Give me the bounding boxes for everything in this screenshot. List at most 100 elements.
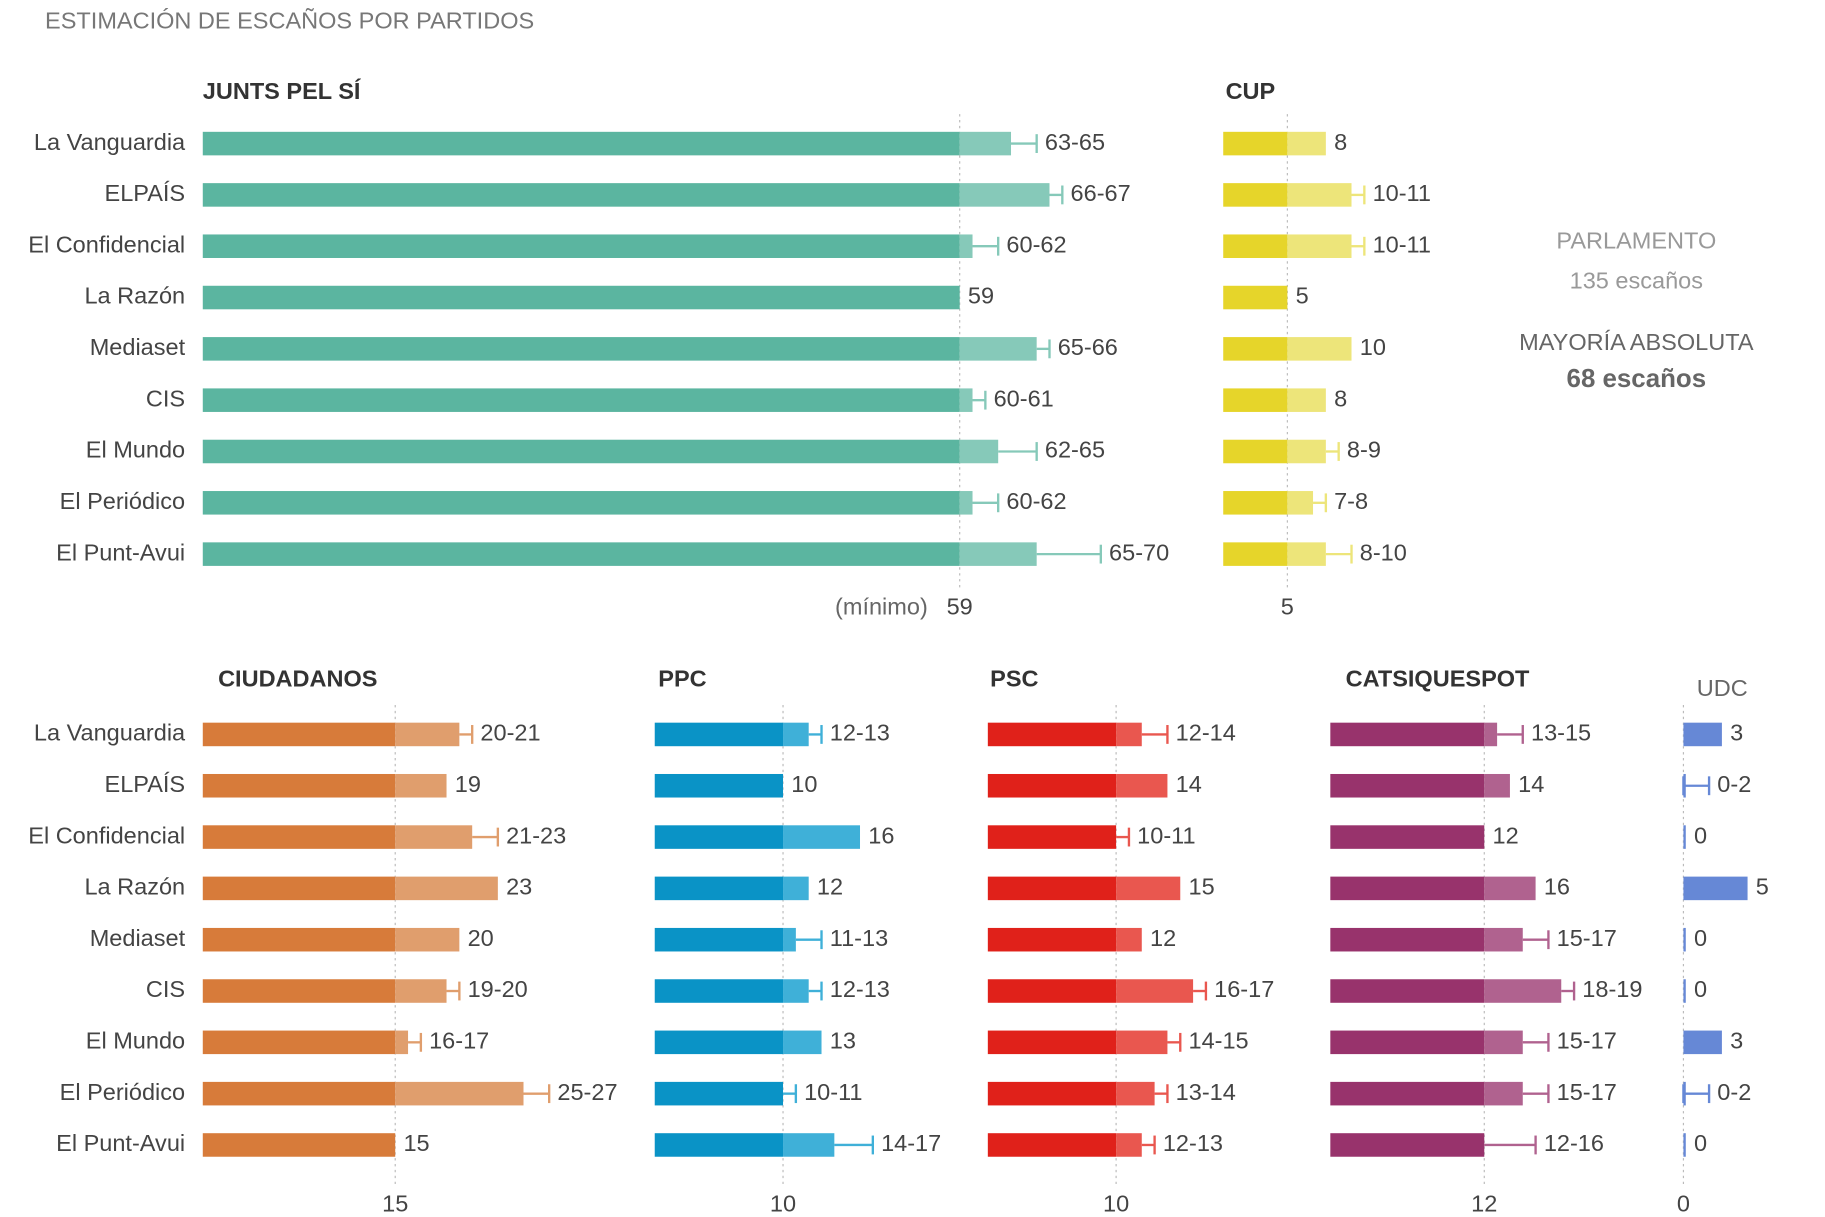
value-label: 7-8 [1334,488,1368,514]
category-label: El Mundo [86,437,185,463]
bar [1484,876,1536,901]
bar-minimum [654,1081,784,1106]
bar [959,234,973,258]
bar-minimum [1330,927,1485,952]
bar-minimum [202,979,396,1003]
bar [959,131,1012,156]
bar [959,183,1050,207]
bar-minimum [1223,285,1288,310]
bar [783,927,796,952]
value-label: 66-67 [1071,180,1131,206]
bar-minimum [987,1081,1117,1106]
bar [1116,927,1142,952]
value-label: 60-62 [1006,231,1066,257]
panel-title: UDC [1697,675,1748,701]
bar-minimum [987,825,1117,849]
bar [1287,388,1326,412]
x-tick-label: 0 [1677,1190,1690,1216]
bar-minimum [202,825,396,849]
bar-minimum [202,927,396,952]
bar-minimum [987,979,1117,1003]
bar-minimum [654,927,784,952]
value-label: 5 [1296,283,1309,309]
value-label: 14 [1176,771,1202,797]
value-label: 8-10 [1360,539,1407,565]
bar-minimum [987,773,1117,798]
value-label: 15 [1189,874,1215,900]
bar [1683,1133,1686,1157]
x-tick-label: 59 [947,594,973,620]
category-label: La Razón [84,874,185,900]
panel-title: CATSIQUESPOT [1346,666,1530,692]
bar-minimum [1330,876,1485,901]
value-label: 12-14 [1176,720,1236,746]
value-label: 8 [1334,129,1347,155]
bar-minimum [987,1133,1117,1157]
value-label: 15-17 [1557,925,1617,951]
value-label: 65-70 [1109,539,1169,565]
bar-minimum [654,876,784,901]
bar-minimum [1223,388,1288,412]
value-label: 20-21 [480,720,540,746]
bar [1116,979,1194,1003]
bar [959,542,1037,566]
bar-minimum [1330,1133,1485,1157]
bar [1484,979,1562,1003]
value-label: 14-17 [881,1130,941,1156]
bar-minimum [202,234,960,258]
category-label: ELPAÍS [105,771,186,797]
bar [1116,773,1168,798]
chart-title: ESTIMACIÓN DE ESCAÑOS POR PARTIDOS [45,8,534,34]
bar [1287,439,1326,464]
value-label: 16-17 [429,1028,489,1054]
bar-minimum [202,773,396,798]
value-label: 18-19 [1582,976,1642,1002]
bar [1116,1030,1168,1055]
panel-title: CIUDADANOS [218,666,377,692]
value-label: 12-16 [1544,1130,1604,1156]
bar [783,722,809,747]
value-label: 60-62 [1006,488,1066,514]
bar [1287,234,1352,258]
x-tick-label: 5 [1281,594,1294,620]
category-label: El Periódico [60,488,185,514]
bar [959,439,999,464]
category-label: La Vanguardia [34,720,186,746]
bar-minimum [1330,773,1485,798]
bar-minimum [1223,337,1288,361]
x-tick-label: 10 [770,1190,796,1216]
min-label: (mínimo) [835,594,928,620]
value-label: 10-11 [1373,231,1431,257]
value-label: 13-15 [1531,720,1591,746]
bar-minimum [202,337,960,361]
panel-title: PSC [990,666,1038,692]
bar [959,491,973,515]
bar [1287,183,1352,207]
bar-minimum [202,285,960,310]
value-label: 12 [817,874,843,900]
category-label: CIS [146,976,185,1002]
value-label: 8 [1334,385,1347,411]
value-label: 0 [1694,976,1707,1002]
bar-minimum [1330,1081,1485,1106]
value-label: 10-11 [804,1079,862,1105]
panel-title: JUNTS PEL SÍ [203,77,362,104]
bar [395,876,498,901]
bar-minimum [202,183,960,207]
value-label: 15 [403,1130,429,1156]
value-label: 20 [468,925,494,951]
bar-minimum [987,722,1117,747]
bar [783,876,809,901]
bar [1287,542,1326,566]
value-label: 10-11 [1373,180,1431,206]
bar [395,722,460,747]
annotation: MAYORÍA ABSOLUTA [1519,329,1754,355]
value-label: 12-13 [830,720,890,746]
x-tick-label: 15 [382,1190,408,1216]
bar [1683,825,1686,849]
bar-minimum [654,1133,784,1157]
value-label: 8-9 [1347,437,1381,463]
value-label: 15-17 [1557,1028,1617,1054]
bar [1116,876,1181,901]
